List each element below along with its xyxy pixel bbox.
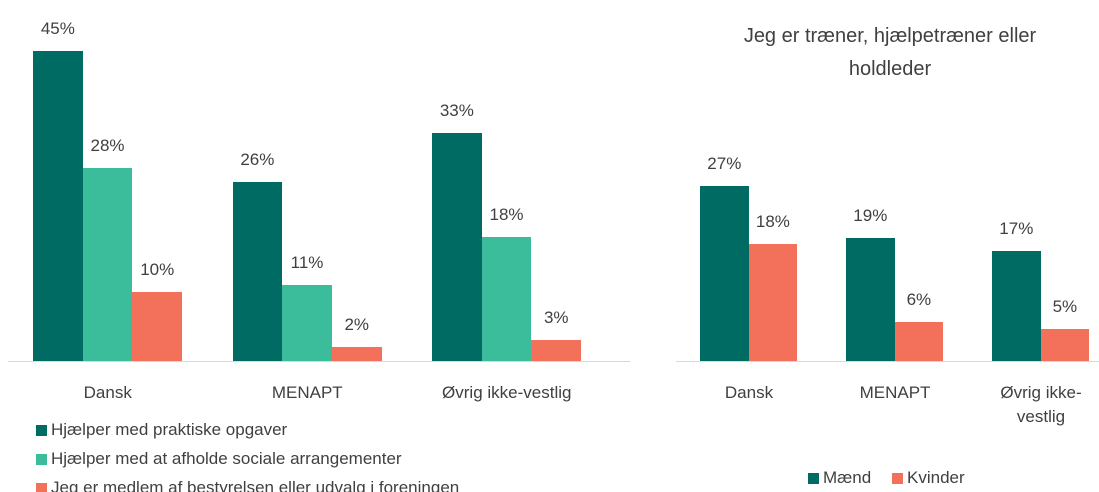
bar (846, 237, 895, 361)
data-label: 26% (240, 149, 275, 169)
data-label: 18% (755, 212, 790, 232)
x-tick-label: Øvrig ikke-vestlig (1000, 383, 1082, 426)
data-label: 18% (489, 204, 524, 224)
legend-label: Jeg er medlem af bestyrelsen eller udval… (51, 478, 460, 492)
x-axis (676, 361, 1099, 362)
bar (331, 347, 382, 361)
bar (992, 250, 1041, 361)
bar (894, 322, 944, 361)
x-tick-label: Øvrig ikke-vestlig (442, 383, 572, 402)
bar (1040, 328, 1090, 361)
data-label: 27% (707, 154, 742, 174)
legend-swatch (808, 472, 819, 484)
data-label: 19% (853, 205, 888, 225)
bar (748, 244, 798, 361)
legend-swatch (36, 424, 47, 436)
legend-label: Hjælper med at afholde sociale arrangeme… (51, 449, 402, 468)
chart-title: Jeg er træner, hjælpetræner eller holdle… (743, 25, 1037, 80)
legend-item: Mænd (808, 468, 871, 488)
legend-label: Mænd (823, 468, 872, 487)
bar (700, 186, 749, 361)
bar (282, 285, 332, 361)
data-label: 33% (439, 101, 474, 121)
bar (232, 181, 283, 361)
legend-label: Hjælper med praktiske opgaver (51, 420, 288, 439)
data-label: 45% (40, 18, 75, 38)
legend-item: Jeg er medlem af bestyrelsen eller udval… (36, 478, 459, 492)
legend-item: Kvinder (892, 468, 965, 488)
x-tick-label: MENAPT (271, 383, 343, 402)
data-label: 10% (140, 260, 175, 279)
x-tick-label: MENAPT (859, 383, 931, 402)
bar (132, 292, 183, 361)
legend-swatch (36, 453, 47, 465)
bar (432, 133, 482, 361)
bar (82, 167, 133, 361)
data-label: 3% (543, 308, 569, 328)
data-label: 5% (1052, 296, 1078, 316)
x-tick-label: Dansk (724, 383, 774, 402)
data-label: 17% (999, 218, 1034, 238)
legend-swatch (892, 472, 903, 484)
data-label: 28% (90, 135, 125, 155)
x-tick-label: Dansk (83, 383, 132, 402)
bar (33, 50, 83, 361)
x-axis (8, 361, 630, 362)
data-label: 11% (290, 253, 324, 273)
bar (481, 236, 532, 361)
bar (531, 340, 582, 361)
legend-item: Hjælper med praktiske opgaver (36, 420, 287, 440)
legend-swatch (36, 482, 47, 492)
data-label: 6% (906, 290, 932, 310)
legend-item: Hjælper med at afholde sociale arrangeme… (36, 449, 402, 469)
legend-label: Kvinder (907, 468, 965, 487)
data-label: 2% (344, 315, 370, 335)
